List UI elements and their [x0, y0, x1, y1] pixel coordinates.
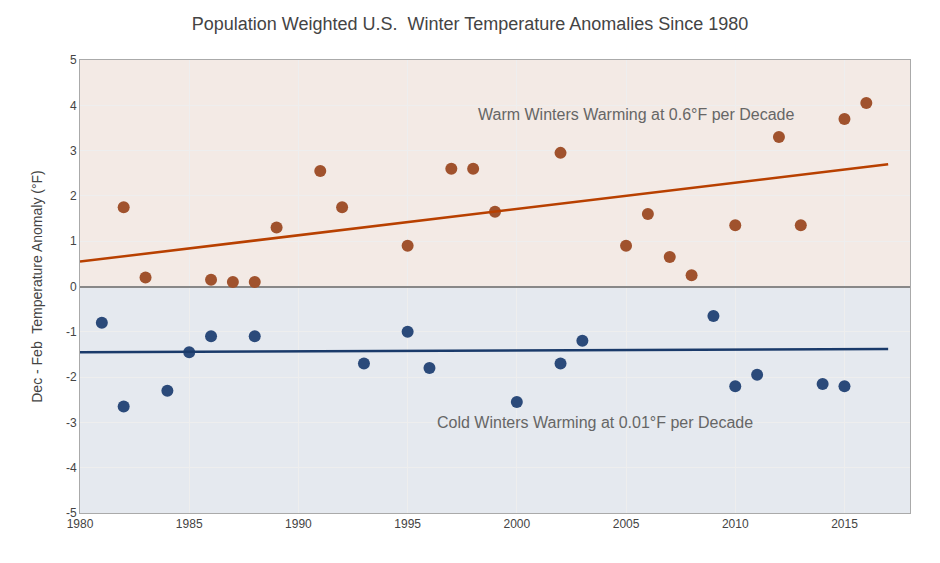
svg-text:2: 2 [70, 189, 77, 203]
svg-text:-4: -4 [66, 461, 77, 475]
svg-text:3: 3 [70, 144, 77, 158]
svg-text:-3: -3 [66, 416, 77, 430]
svg-text:1: 1 [70, 234, 77, 248]
svg-text:2000: 2000 [503, 517, 530, 531]
svg-text:0: 0 [70, 280, 77, 294]
svg-text:Dec - Feb Temperature Anomaly: Dec - Feb Temperature Anomaly (°F) [29, 170, 45, 403]
svg-text:1995: 1995 [394, 517, 421, 531]
svg-text:1985: 1985 [176, 517, 203, 531]
svg-text:-1: -1 [66, 325, 77, 339]
svg-text:Warm Winters Warming at 0.6°F: Warm Winters Warming at 0.6°F per Decade [478, 106, 795, 123]
svg-text:4: 4 [70, 99, 77, 113]
svg-text:-2: -2 [66, 370, 77, 384]
svg-text:2010: 2010 [722, 517, 749, 531]
svg-text:-5: -5 [66, 506, 77, 520]
svg-text:2005: 2005 [613, 517, 640, 531]
svg-text:1990: 1990 [285, 517, 312, 531]
svg-text:5: 5 [70, 53, 77, 67]
svg-text:2015: 2015 [831, 517, 858, 531]
svg-text:1980: 1980 [67, 517, 94, 531]
svg-text:Population Weighted U.S. Wint: Population Weighted U.S. Winter Temperat… [192, 14, 749, 34]
svg-text:Cold Winters Warming at 0.01°F: Cold Winters Warming at 0.01°F per Decad… [437, 414, 753, 431]
